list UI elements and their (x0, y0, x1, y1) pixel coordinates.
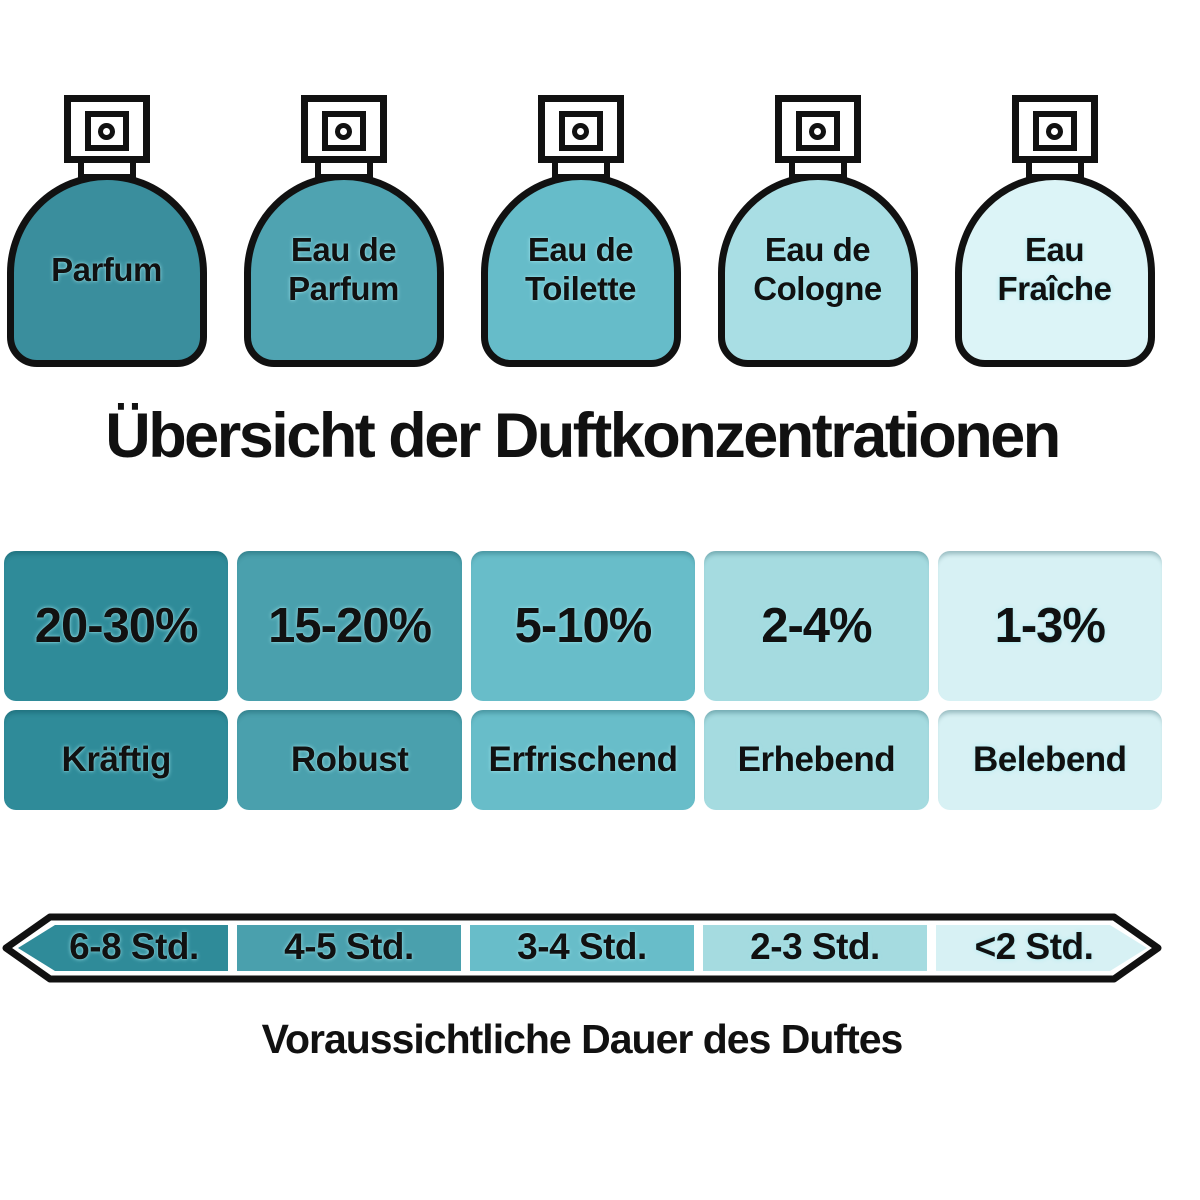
bottle-label: Eau de Cologne (753, 231, 882, 307)
spray-cap-icon (300, 95, 387, 163)
concentration-table: 20-30% 15-20% 5-10% 2-4% 1-3% Kräftig Ro… (4, 551, 1162, 810)
spray-hole-icon (809, 122, 826, 140)
bottle-label: Parfum (51, 250, 162, 288)
bottle-eau-fraiche: Eau Fraîche (936, 95, 1173, 367)
duration-label-eau-de-cologne: 2-3 Std. (750, 926, 880, 967)
spray-hole-icon (572, 122, 589, 140)
duration-segment-eau-de-cologne (703, 925, 927, 971)
duration-segment-eau-de-parfum (237, 925, 461, 971)
spray-nozzle-icon (558, 111, 603, 151)
bottle-label: Eau Fraîche (997, 231, 1112, 307)
concentration-cell-parfum: 20-30% (4, 551, 229, 701)
duration-arrow-shape (2, 913, 1162, 983)
bottle-label: Eau de Parfum (288, 231, 399, 307)
spray-cap-icon (1011, 95, 1098, 163)
bottle-label: Eau de Toilette (525, 231, 636, 307)
concentration-cell-eau-de-toilette: 5-10% (470, 551, 696, 701)
bottle-eau-de-toilette: Eau de Toilette (462, 95, 699, 367)
bottle-body: Eau de Cologne (717, 173, 918, 367)
bottle-eau-de-cologne: Eau de Cologne (699, 95, 936, 367)
bottle-parfum: Parfum (0, 95, 225, 367)
duration-segment-eau-de-toilette (470, 925, 694, 971)
duration-caption: Voraussichtliche Dauer des Duftes (261, 1016, 904, 1062)
duration-segment-eau-fraiche (936, 925, 1147, 971)
spray-hole-icon (1046, 122, 1063, 140)
spray-hole-icon (335, 122, 352, 140)
perfume-bottles-row: Parfum Eau de Parfum Eau de Toilette (0, 95, 1173, 367)
spray-cap-icon (774, 95, 861, 163)
character-cell-eau-fraiche: Belebend (937, 710, 1162, 810)
duration-label-eau-fraiche: <2 Std. (974, 926, 1094, 967)
spray-nozzle-icon (321, 111, 366, 151)
character-cell-eau-de-cologne: Erhebend (704, 710, 929, 810)
bottle-body: Eau de Parfum (243, 173, 444, 367)
spray-cap-icon (537, 95, 624, 163)
spray-hole-icon (98, 122, 115, 140)
spray-cap-icon (63, 95, 150, 163)
duration-segment-parfum (18, 925, 228, 971)
spray-nozzle-icon (1032, 111, 1077, 151)
concentration-cell-eau-de-parfum: 15-20% (237, 551, 462, 701)
concentration-cell-eau-de-cologne: 2-4% (704, 551, 929, 701)
duration-arrow: 6-8 Std. 4-5 Std. 3-4 Std. 2-3 Std. <2 S… (0, 908, 1200, 988)
character-cell-eau-de-toilette: Erfrischend (470, 710, 696, 810)
page-title: Übersicht der Duftkonzentrationen (105, 401, 1061, 471)
duration-label-parfum: 6-8 Std. (69, 926, 199, 967)
character-cell-parfum: Kräftig (4, 710, 229, 810)
duration-label-eau-de-toilette: 3-4 Std. (517, 926, 647, 967)
character-cell-eau-de-parfum: Robust (237, 710, 462, 810)
spray-nozzle-icon (84, 111, 129, 151)
bottle-body: Eau de Toilette (480, 173, 681, 367)
bottle-eau-de-parfum: Eau de Parfum (225, 95, 462, 367)
duration-label-eau-de-parfum: 4-5 Std. (284, 926, 414, 967)
bottle-body: Eau Fraîche (954, 173, 1155, 367)
concentration-cell-eau-fraiche: 1-3% (937, 551, 1162, 701)
spray-nozzle-icon (795, 111, 840, 151)
bottle-body: Parfum (6, 173, 207, 367)
